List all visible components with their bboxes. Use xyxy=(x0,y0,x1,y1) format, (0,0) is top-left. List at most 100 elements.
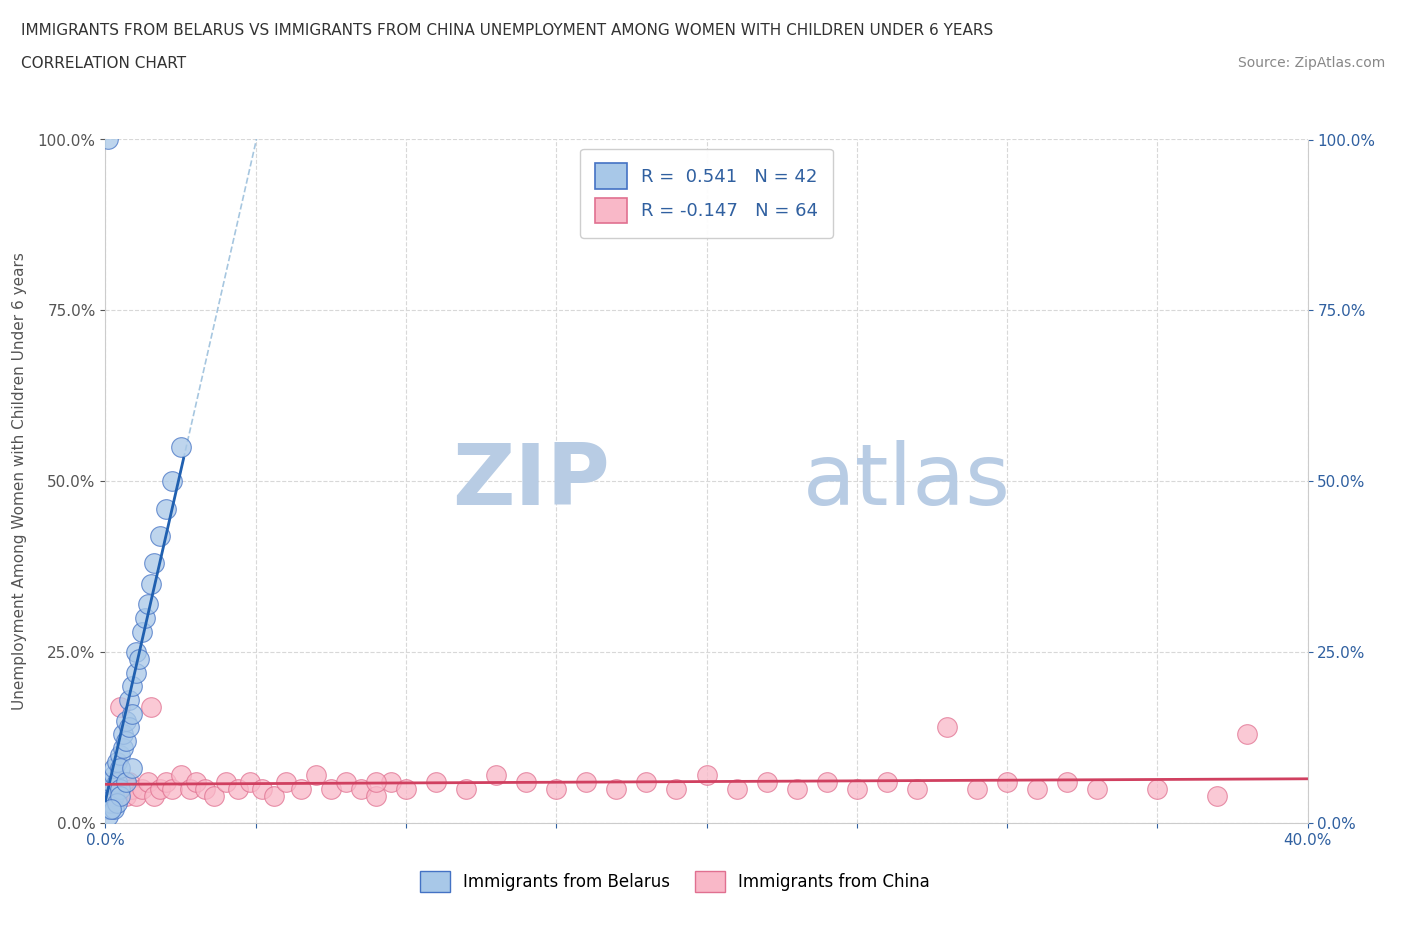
Point xyxy=(100,795,122,810)
Text: CORRELATION CHART: CORRELATION CHART xyxy=(21,56,186,71)
Point xyxy=(194,781,217,796)
Point xyxy=(131,781,153,796)
Point xyxy=(103,802,125,817)
Point xyxy=(184,775,207,790)
Point xyxy=(1236,726,1258,741)
Point xyxy=(1146,781,1168,796)
Point xyxy=(118,720,141,735)
Point xyxy=(305,768,328,783)
Point xyxy=(905,781,928,796)
Point xyxy=(1085,781,1108,796)
Point xyxy=(134,611,156,626)
Point xyxy=(575,775,598,790)
Point xyxy=(876,775,898,790)
Point xyxy=(160,474,183,489)
Point xyxy=(97,789,120,804)
Point xyxy=(395,781,418,796)
Point xyxy=(995,775,1018,790)
Point xyxy=(155,775,177,790)
Point xyxy=(110,789,132,804)
Point xyxy=(107,754,129,769)
Point xyxy=(128,652,150,667)
Point xyxy=(103,789,125,804)
Point xyxy=(97,802,120,817)
Point xyxy=(121,706,143,721)
Point xyxy=(139,577,162,591)
Text: Source: ZipAtlas.com: Source: ZipAtlas.com xyxy=(1237,56,1385,70)
Point xyxy=(124,644,146,659)
Point xyxy=(725,781,748,796)
Point xyxy=(124,789,146,804)
Point xyxy=(425,775,447,790)
Point xyxy=(148,528,170,543)
Point xyxy=(160,781,183,796)
Legend: R =  0.541   N = 42, R = -0.147   N = 64: R = 0.541 N = 42, R = -0.147 N = 64 xyxy=(581,149,832,237)
Point xyxy=(546,781,568,796)
Point xyxy=(696,768,718,783)
Point xyxy=(112,740,135,755)
Point xyxy=(97,795,120,810)
Point xyxy=(148,781,170,796)
Point xyxy=(107,775,129,790)
Point xyxy=(335,775,357,790)
Point xyxy=(131,624,153,639)
Text: atlas: atlas xyxy=(803,440,1011,523)
Point xyxy=(845,781,868,796)
Point xyxy=(115,775,138,790)
Point xyxy=(110,699,132,714)
Point xyxy=(124,665,146,680)
Point xyxy=(485,768,508,783)
Point xyxy=(107,789,129,804)
Point xyxy=(97,809,120,824)
Point xyxy=(155,501,177,516)
Point xyxy=(263,789,285,804)
Point xyxy=(290,781,312,796)
Point xyxy=(103,761,125,776)
Point xyxy=(97,132,120,147)
Point xyxy=(319,781,342,796)
Point xyxy=(636,775,658,790)
Text: IMMIGRANTS FROM BELARUS VS IMMIGRANTS FROM CHINA UNEMPLOYMENT AMONG WOMEN WITH C: IMMIGRANTS FROM BELARUS VS IMMIGRANTS FR… xyxy=(21,23,994,38)
Point xyxy=(936,720,959,735)
Point xyxy=(97,789,120,804)
Point xyxy=(142,789,165,804)
Point xyxy=(515,775,537,790)
Point xyxy=(110,748,132,763)
Point xyxy=(1056,775,1078,790)
Point xyxy=(202,789,225,804)
Point xyxy=(121,781,143,796)
Point xyxy=(755,775,778,790)
Point xyxy=(136,775,159,790)
Point xyxy=(250,781,273,796)
Point xyxy=(1206,789,1229,804)
Y-axis label: Unemployment Among Women with Children Under 6 years: Unemployment Among Women with Children U… xyxy=(11,252,27,711)
Point xyxy=(100,795,122,810)
Point xyxy=(454,781,477,796)
Point xyxy=(786,781,808,796)
Point xyxy=(103,768,125,783)
Point xyxy=(112,781,135,796)
Text: ZIP: ZIP xyxy=(453,440,610,523)
Point xyxy=(118,693,141,708)
Point xyxy=(103,781,125,796)
Point xyxy=(136,597,159,612)
Point xyxy=(966,781,988,796)
Point xyxy=(115,789,138,804)
Point xyxy=(605,781,627,796)
Point xyxy=(169,768,191,783)
Point xyxy=(1026,781,1049,796)
Point xyxy=(239,775,262,790)
Point xyxy=(100,781,122,796)
Point xyxy=(110,781,132,796)
Point xyxy=(350,781,373,796)
Point xyxy=(179,781,201,796)
Point xyxy=(112,726,135,741)
Point xyxy=(226,781,249,796)
Point xyxy=(274,775,297,790)
Point xyxy=(142,556,165,571)
Point xyxy=(107,795,129,810)
Point xyxy=(121,761,143,776)
Point xyxy=(665,781,688,796)
Point xyxy=(815,775,838,790)
Point xyxy=(110,775,132,790)
